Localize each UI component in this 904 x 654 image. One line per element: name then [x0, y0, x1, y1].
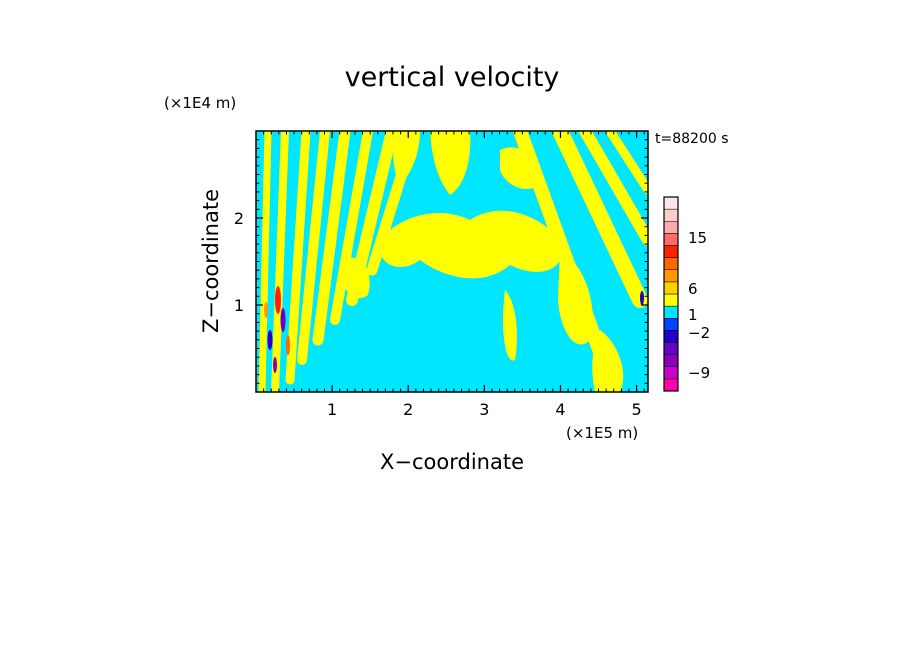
- wave-band: [330, 131, 373, 325]
- colorbar-swatch: [663, 196, 679, 210]
- colorbar-swatch: [663, 330, 679, 343]
- y-tick-label: 2: [234, 209, 244, 228]
- colorbar-label: −9: [688, 364, 710, 382]
- colorbar-swatch: [663, 269, 679, 283]
- wave-band: [605, 131, 648, 195]
- extreme-spot: [267, 330, 273, 350]
- colorbar-swatch: [663, 257, 679, 270]
- extreme-spot: [275, 286, 281, 314]
- y-tick-label: 1: [234, 296, 244, 315]
- chart-title: vertical velocity: [345, 62, 560, 93]
- colorbar-swatch: [663, 354, 679, 367]
- wave-band: [285, 131, 311, 385]
- colorbar-swatch: [663, 293, 679, 307]
- colorbar-swatch: [663, 378, 679, 392]
- positive-region: [379, 210, 562, 279]
- positive-region: [430, 131, 471, 195]
- colorbar-swatch: [663, 305, 679, 319]
- colorbar-label: −2: [688, 324, 710, 342]
- x-tick-label: 5: [631, 400, 641, 419]
- wave-band: [579, 131, 648, 246]
- colorbar-swatch: [663, 208, 679, 222]
- colorbar-swatch: [663, 221, 679, 234]
- positive-velocity-regions: [258, 131, 648, 392]
- velocity-field: [256, 131, 648, 392]
- positive-region: [592, 330, 624, 392]
- time-label: t=88200 s: [655, 131, 729, 147]
- wave-band: [312, 131, 351, 346]
- extreme-spot: [264, 302, 268, 318]
- wave-band: [271, 131, 289, 392]
- x-tick-label: 4: [555, 400, 565, 419]
- positive-region: [393, 131, 420, 185]
- colorbar-swatch: [663, 366, 679, 380]
- positive-region: [503, 290, 517, 361]
- colorbar-label: 1: [688, 306, 698, 324]
- extreme-spot: [280, 308, 286, 332]
- extreme-spot: [273, 357, 277, 373]
- positive-region: [339, 257, 370, 299]
- colorbar-swatch: [663, 233, 679, 246]
- x-tick-label: 2: [403, 400, 413, 419]
- colorbar-label: 6: [688, 280, 698, 298]
- wave-band: [297, 131, 330, 365]
- colorbar-swatch: [663, 318, 679, 331]
- wave-band: [258, 131, 272, 392]
- extreme-spot: [286, 335, 290, 355]
- wave-band: [552, 131, 648, 308]
- positive-region: [500, 147, 541, 190]
- colorbar-frame: [663, 196, 679, 392]
- x-axis-ticks: 1 2 3 4 5: [263, 131, 645, 419]
- positive-region: [558, 250, 593, 345]
- colorbar: 15 6 1−2 −9: [663, 196, 710, 392]
- colorbar-swatch: [663, 245, 679, 258]
- y-unit-label: (×1E4 m): [164, 94, 236, 112]
- extreme-velocity-spots: [264, 286, 644, 373]
- y-axis-label: Z−coordinate: [199, 189, 223, 333]
- colorbar-label: 15: [688, 229, 707, 247]
- x-tick-label: 3: [479, 400, 489, 419]
- colorbar-swatch: [663, 281, 679, 295]
- colorbar-swatch: [663, 342, 679, 355]
- x-tick-label: 1: [327, 400, 337, 419]
- y-axis-ticks: 12: [234, 139, 648, 384]
- x-unit-label: (×1E5 m): [566, 424, 638, 442]
- x-axis-label: X−coordinate: [380, 450, 524, 474]
- extreme-spot: [640, 291, 644, 305]
